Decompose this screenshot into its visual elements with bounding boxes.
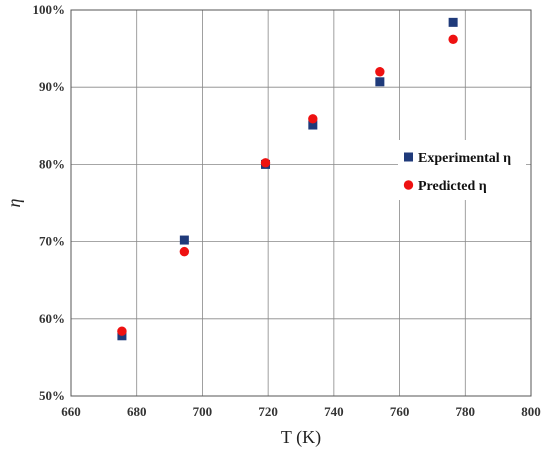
predicted-point <box>448 34 458 45</box>
predicted-point <box>260 158 271 168</box>
legend-label: Experimental η <box>418 151 511 166</box>
y-axis-label: η <box>4 198 24 207</box>
x-tick-label: 680 <box>127 404 147 419</box>
experimental-point <box>375 77 385 87</box>
x-tick-label: 760 <box>390 404 410 419</box>
plot-area-border <box>70 9 532 397</box>
y-tick-label: 60% <box>39 311 65 326</box>
data-points <box>117 17 458 341</box>
x-tick-label: 700 <box>193 404 213 419</box>
y-tick-label: 90% <box>39 79 65 94</box>
legend-circle-marker <box>403 180 414 190</box>
y-tick-label: 70% <box>39 234 65 249</box>
y-tick-label: 50% <box>39 388 65 403</box>
predicted-point <box>308 114 318 124</box>
experimental-point <box>179 235 189 245</box>
x-axis-label: T (K) <box>281 427 321 448</box>
legend-items: Experimental η Predicted η <box>403 151 511 194</box>
y-tick-label: 80% <box>39 156 65 171</box>
experimental-point <box>308 120 318 130</box>
predicted-point <box>375 67 385 77</box>
x-tick-label: 740 <box>324 404 344 419</box>
x-tick-label: 800 <box>521 404 541 419</box>
grid-lines <box>70 9 532 397</box>
x-tick-labels: 660 680 700 720 740 760 780 800 <box>61 404 541 419</box>
x-tick-label: 780 <box>456 404 476 419</box>
x-tick-label: 720 <box>258 404 278 419</box>
legend-box <box>398 140 526 200</box>
predicted-point <box>117 326 127 336</box>
legend: Experimental η Predicted η <box>398 140 526 200</box>
x-tick-label: 660 <box>61 404 81 419</box>
legend-square-marker <box>404 152 413 162</box>
y-tick-labels: 50% 60% 70% 80% 90% 100% <box>33 2 66 403</box>
experimental-point <box>448 17 458 27</box>
legend-label: Predicted η <box>418 179 487 194</box>
y-tick-label: 100% <box>33 2 66 17</box>
predicted-point <box>179 246 190 257</box>
